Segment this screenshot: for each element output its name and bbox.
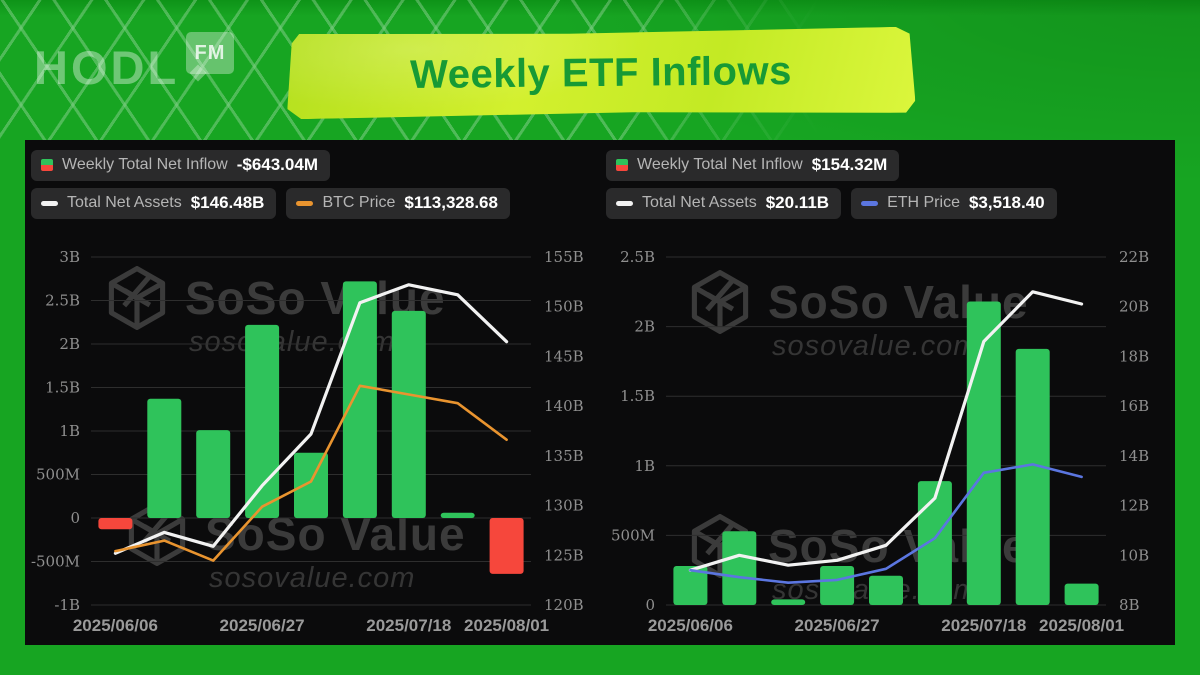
legend-value: $146.48B [190,193,265,212]
fm-badge: FM [186,32,234,74]
legend-btc-price: BTC Price $113,328.68 [286,188,510,219]
svg-text:2.5B: 2.5B [45,292,80,310]
svg-text:2025/08/01: 2025/08/01 [1039,616,1124,635]
svg-text:3B: 3B [59,248,80,266]
svg-text:1B: 1B [59,422,80,440]
svg-text:2025/06/27: 2025/06/27 [220,616,305,635]
svg-text:12B: 12B [1119,497,1149,515]
assets-line-icon [616,200,633,206]
svg-text:1B: 1B [634,457,655,475]
svg-text:140B: 140B [544,397,584,415]
svg-text:2025/07/18: 2025/07/18 [941,616,1026,635]
svg-text:20B: 20B [1119,298,1149,316]
watermark-domain: sosovalue.com [772,330,979,362]
svg-text:18B: 18B [1119,347,1149,365]
svg-text:16B: 16B [1119,397,1149,415]
svg-text:150B: 150B [544,298,584,316]
legend-value: $113,328.68 [404,193,498,212]
legend-value: $3,518.40 [968,193,1045,212]
sosovalue-cube-icon [108,266,166,330]
svg-text:2025/08/01: 2025/08/01 [464,616,549,635]
hodl-fm-logo: HODL FM [34,32,234,94]
svg-text:2.5B: 2.5B [620,248,655,266]
btc-etf-chart: 3B 2.5B 2B 1.5B 1B 500M 0 -500M -1B 155B 150B 145B 1… [31,248,584,635]
legend-value: $154.32M [811,155,888,174]
inflow-bars-icon [616,159,628,171]
btc-line-icon [296,200,314,206]
svg-text:2025/07/18: 2025/07/18 [366,616,451,635]
title-banner: Weekly ETF Inflows [287,27,916,120]
assets-line-icon [41,200,58,206]
svg-text:130B: 130B [544,497,584,515]
legend-label: Weekly Total Net Inflow [637,156,803,173]
legend-label: ETH Price [887,194,960,211]
svg-text:14B: 14B [1119,447,1149,465]
svg-text:125B: 125B [544,546,584,564]
svg-text:2025/06/06: 2025/06/06 [73,616,158,635]
eth-line-icon [861,200,879,206]
eth-etf-chart: 2.5B 2B 1.5B 1B 500M 0 22B 20B 18B 16B 14B 12B 10B 8B… [611,248,1149,635]
legend-label: Weekly Total Net Inflow [62,156,228,173]
legend-weekly-inflow: Weekly Total Net Inflow $154.32M [606,150,900,181]
svg-text:2025/06/27: 2025/06/27 [795,616,880,635]
charts-panel: SoSo Value sosovalue.com SoSo Value soso… [25,140,1175,645]
page-title: Weekly ETF Inflows [409,48,793,97]
svg-text:-1B: -1B [54,596,80,614]
legend-weekly-inflow: Weekly Total Net Inflow -$643.04M [31,150,330,181]
svg-text:120B: 120B [544,596,584,614]
svg-text:2B: 2B [634,318,655,336]
legend-value: -$643.04M [236,155,318,174]
svg-text:500M: 500M [611,526,655,544]
legend-label: Total Net Assets [67,194,182,211]
inflow-bars-icon [41,159,53,171]
svg-text:10B: 10B [1119,546,1149,564]
svg-text:1.5B: 1.5B [45,379,80,397]
logo-text: HODL [34,41,180,94]
btc-chart-box: SoSo Value sosovalue.com SoSo Value soso… [25,140,600,645]
legend-eth-price: ETH Price $3,518.40 [851,188,1057,219]
svg-text:22B: 22B [1119,248,1149,266]
legend-label: Total Net Assets [642,194,757,211]
svg-text:500M: 500M [36,466,80,484]
svg-text:-500M: -500M [31,553,80,571]
svg-text:2B: 2B [59,335,80,353]
svg-text:145B: 145B [544,347,584,365]
svg-text:1.5B: 1.5B [620,387,655,405]
svg-text:135B: 135B [544,447,584,465]
svg-text:2025/06/06: 2025/06/06 [648,616,733,635]
eth-chart-box: SoSo Value sosovalue.com SoSo Value soso… [600,140,1175,645]
svg-text:0: 0 [70,509,80,527]
btc-legend: Weekly Total Net Inflow -$643.04M Total … [31,150,510,226]
legend-value: $20.11B [765,193,830,212]
eth-legend: Weekly Total Net Inflow $154.32M Total N… [606,150,1057,226]
legend-total-net-assets: Total Net Assets $20.11B [606,188,842,219]
watermark-domain: sosovalue.com [209,562,416,594]
svg-text:155B: 155B [544,248,584,266]
svg-text:8B: 8B [1119,596,1140,614]
svg-text:0: 0 [645,596,655,614]
sosovalue-cube-icon [691,270,749,334]
legend-total-net-assets: Total Net Assets $146.48B [31,188,277,219]
legend-label: BTC Price [322,194,396,211]
